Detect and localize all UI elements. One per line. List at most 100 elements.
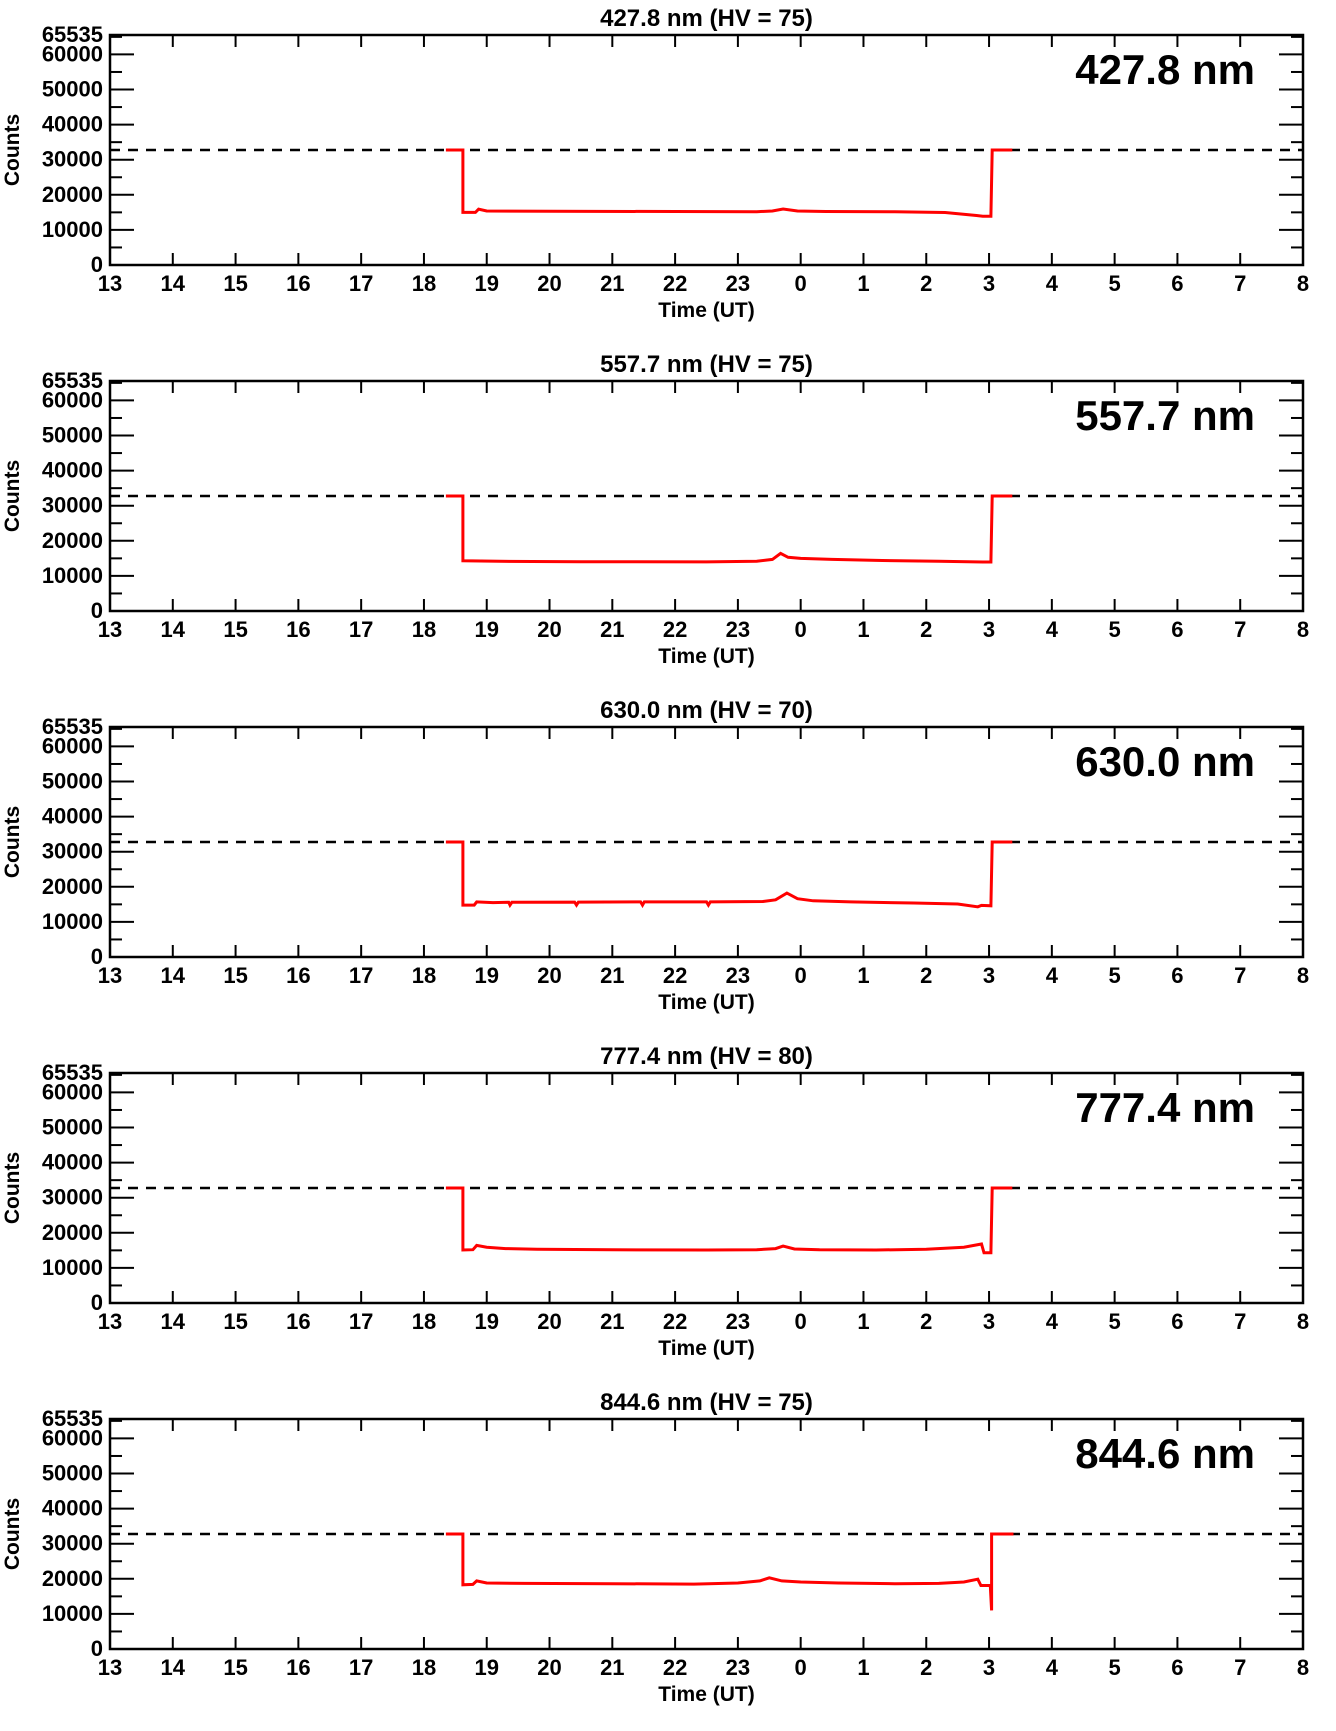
x-tick-label: 5: [1109, 1309, 1121, 1334]
x-tick-label: 19: [474, 1309, 498, 1334]
x-axis-label: Time (UT): [658, 299, 754, 322]
x-tick-label: 20: [537, 963, 561, 988]
x-tick-label: 18: [412, 271, 436, 296]
y-tick-label: 30000: [42, 147, 103, 172]
x-tick-label: 17: [349, 1655, 373, 1680]
x-tick-label: 15: [223, 963, 247, 988]
y-tick-label-top: 65535: [42, 1060, 103, 1085]
x-tick-label: 17: [349, 1309, 373, 1334]
y-axis-label: Counts: [1, 1152, 24, 1224]
y-tick-label: 50000: [42, 423, 103, 448]
y-tick-label: 50000: [42, 1115, 103, 1140]
x-axis-label: Time (UT): [658, 1683, 754, 1706]
y-axis-label: Counts: [1, 460, 24, 532]
y-tick-label-top: 65535: [42, 714, 103, 739]
x-tick-label: 21: [600, 617, 624, 642]
x-tick-label: 21: [600, 1309, 624, 1334]
x-axis-label: Time (UT): [658, 991, 754, 1014]
counts-trace: [445, 148, 1013, 218]
panel-427.8nm: 427.8 nm (HV = 75)13 14 15 16 17 18 19 20 21 22 23…: [1, 5, 1309, 322]
y-tick-label: 10000: [42, 1255, 103, 1280]
x-tick-label: 0: [795, 963, 807, 988]
x-tick-label: 18: [412, 963, 436, 988]
counts-trace: [445, 1532, 1014, 1611]
x-tick-label: 16: [286, 1309, 310, 1334]
x-tick-label: 6: [1171, 1309, 1183, 1334]
x-tick-label: 3: [983, 1309, 995, 1334]
y-axis-label: Counts: [1, 806, 24, 878]
x-tick-label: 2: [920, 1309, 932, 1334]
panel-title: 630.0 nm (HV = 70): [600, 697, 813, 724]
x-tick-label: 3: [983, 963, 995, 988]
x-tick-label: 13: [98, 271, 122, 296]
x-tick-label: 20: [537, 1655, 561, 1680]
x-tick-label: 7: [1234, 1309, 1246, 1334]
x-tick-label: 4: [1046, 1309, 1059, 1334]
x-tick-label: 7: [1234, 617, 1246, 642]
x-tick-label: 6: [1171, 617, 1183, 642]
x-tick-label: 1: [857, 617, 869, 642]
x-tick-label: 20: [537, 617, 561, 642]
x-tick-label: 21: [600, 271, 624, 296]
x-tick-label: 2: [920, 1655, 932, 1680]
wavelength-label: 557.7 nm: [1075, 392, 1255, 439]
counts-trace: [445, 494, 1013, 564]
x-tick-label: 13: [98, 617, 122, 642]
x-tick-label: 4: [1046, 963, 1059, 988]
x-tick-label: 5: [1109, 963, 1121, 988]
x-tick-label: 0: [795, 617, 807, 642]
y-tick-label: 10000: [42, 563, 103, 588]
y-tick-label: 0: [91, 598, 103, 623]
x-tick-label: 23: [726, 963, 750, 988]
x-tick-label: 7: [1234, 963, 1246, 988]
x-tick-label: 14: [161, 1309, 186, 1334]
y-tick-label: 50000: [42, 77, 103, 102]
x-tick-label: 2: [920, 963, 932, 988]
x-tick-label: 0: [795, 1655, 807, 1680]
x-tick-label: 13: [98, 1309, 122, 1334]
x-tick-label: 21: [600, 1655, 624, 1680]
x-tick-label: 20: [537, 271, 561, 296]
x-tick-label: 18: [412, 1655, 436, 1680]
x-tick-label: 23: [726, 1655, 750, 1680]
x-tick-label: 15: [223, 617, 247, 642]
y-axis-label: Counts: [1, 1498, 24, 1570]
y-tick-label-top: 65535: [42, 22, 103, 47]
y-tick-label: 60000: [42, 1079, 103, 1104]
y-tick-label-top: 65535: [42, 1406, 103, 1431]
x-tick-label: 8: [1297, 1655, 1309, 1680]
panel-title: 427.8 nm (HV = 75): [600, 5, 813, 32]
y-tick-label: 40000: [42, 804, 103, 829]
x-axis-label: Time (UT): [658, 1337, 754, 1360]
x-tick-label: 19: [474, 617, 498, 642]
x-tick-label: 16: [286, 271, 310, 296]
y-tick-label: 60000: [42, 733, 103, 758]
x-tick-label: 16: [286, 963, 310, 988]
x-tick-label: 21: [600, 963, 624, 988]
y-axis-label: Counts: [1, 114, 24, 186]
x-tick-label: 13: [98, 1655, 122, 1680]
x-tick-label: 1: [857, 1309, 869, 1334]
x-tick-label: 17: [349, 963, 373, 988]
wavelength-label: 777.4 nm: [1075, 1084, 1255, 1131]
y-tick-label: 20000: [42, 1566, 103, 1591]
panel-844.6nm: 844.6 nm (HV = 75)13 14 15 16 17 18 19 20 21 22 23…: [1, 1389, 1309, 1706]
x-tick-label: 16: [286, 617, 310, 642]
x-tick-label: 7: [1234, 1655, 1246, 1680]
wavelength-label: 844.6 nm: [1075, 1430, 1255, 1477]
x-tick-label: 5: [1109, 617, 1121, 642]
panel-title: 844.6 nm (HV = 75): [600, 1389, 813, 1416]
x-tick-label: 19: [474, 1655, 498, 1680]
x-axis-label: Time (UT): [658, 645, 754, 668]
x-tick-label: 2: [920, 271, 932, 296]
panel-630.0nm: 630.0 nm (HV = 70)13 14 15 16 17 18 19 20 21 22 23…: [1, 697, 1309, 1014]
x-tick-label: 6: [1171, 1655, 1183, 1680]
y-tick-label: 10000: [42, 909, 103, 934]
y-tick-label: 30000: [42, 493, 103, 518]
x-tick-label: 15: [223, 271, 247, 296]
y-tick-label: 20000: [42, 182, 103, 207]
y-tick-label: 60000: [42, 1425, 103, 1450]
counts-trace: [445, 1186, 1013, 1255]
x-tick-label: 22: [663, 617, 687, 642]
panel-title: 777.4 nm (HV = 80): [600, 1043, 813, 1070]
